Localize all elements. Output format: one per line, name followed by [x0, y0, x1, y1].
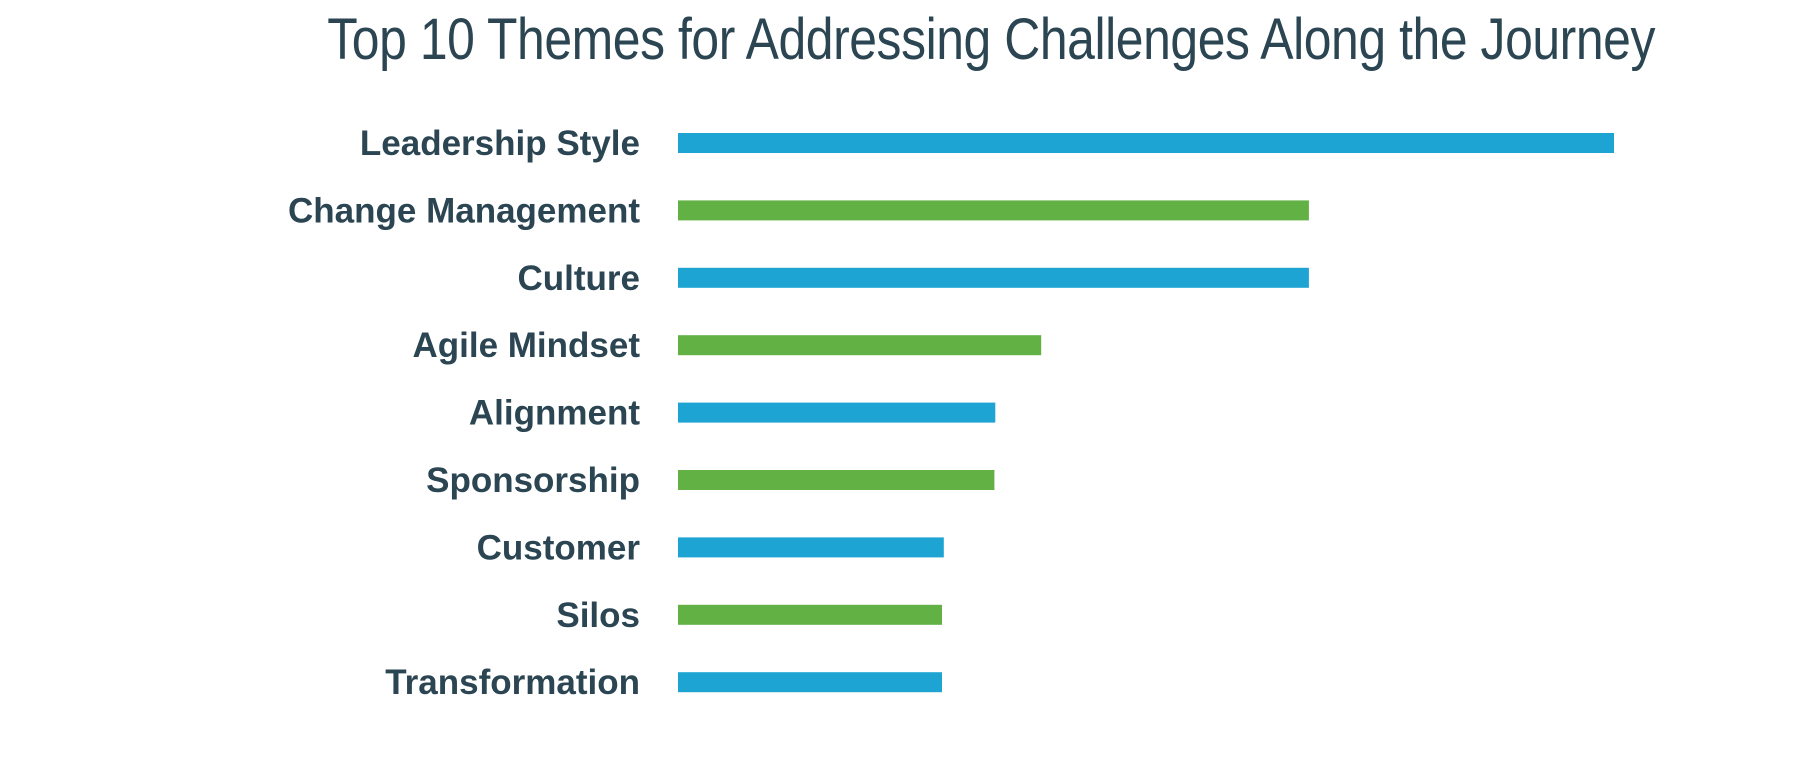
- category-label-change-management: Change Management: [288, 191, 640, 230]
- category-label-sponsorship: Sponsorship: [426, 461, 640, 500]
- category-label-customer: Customer: [477, 528, 641, 567]
- category-label-agile-mindset: Agile Mindset: [412, 326, 640, 365]
- bar-agile-mindset: [678, 335, 1042, 356]
- category-label-leadership-style: Leadership Style: [360, 124, 640, 163]
- bar-transformation: [678, 672, 942, 693]
- bar-change-management: [678, 200, 1309, 221]
- bar-alignment: [678, 402, 996, 423]
- category-label-culture: Culture: [518, 259, 641, 298]
- bar-leadership-style: [678, 133, 1614, 153]
- bar-sponsorship: [678, 470, 995, 490]
- bar-customer: [678, 537, 944, 558]
- category-label-transformation: Transformation: [385, 663, 640, 702]
- bar-culture: [678, 267, 1309, 288]
- category-label-alignment: Alignment: [469, 394, 640, 433]
- bar-silos: [678, 604, 942, 625]
- category-label-silos: Silos: [556, 596, 640, 635]
- chart-title: Top 10 Themes for Addressing Challenges …: [327, 7, 1655, 72]
